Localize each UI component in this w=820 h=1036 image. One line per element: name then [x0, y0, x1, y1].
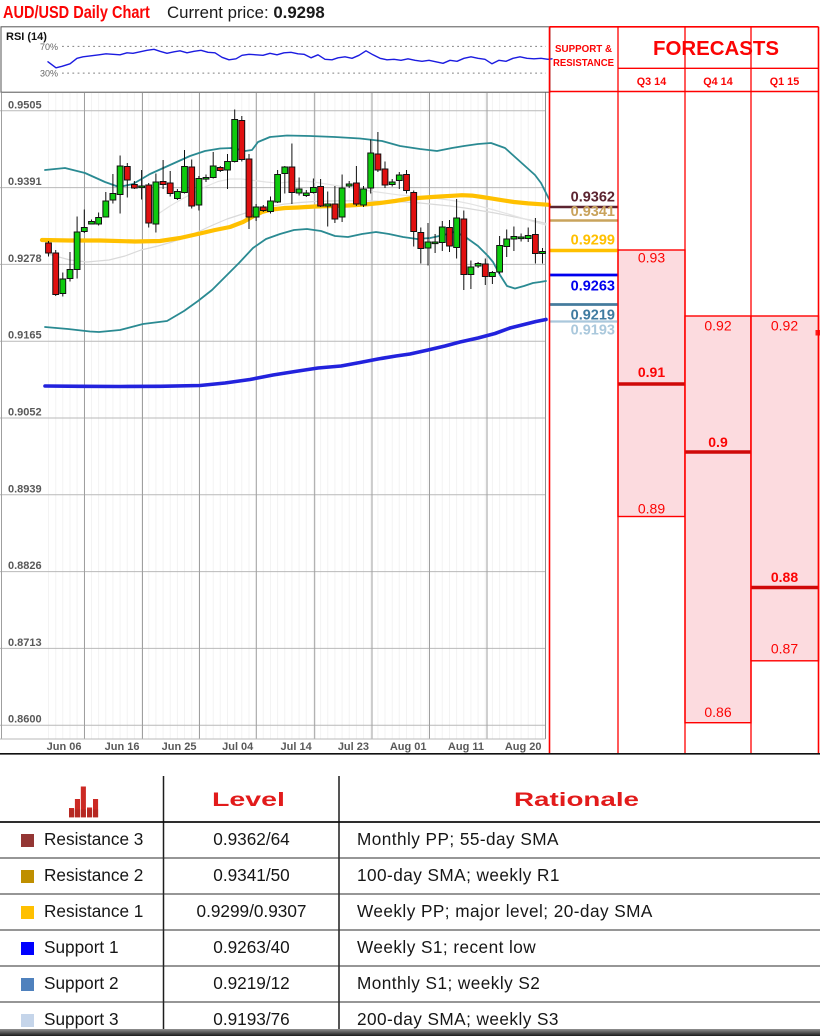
svg-text:Aug 11: Aug 11 [448, 741, 484, 753]
svg-text:0.9391: 0.9391 [8, 176, 42, 188]
svg-text:0.9263: 0.9263 [571, 279, 615, 295]
svg-text:0.9362: 0.9362 [571, 190, 615, 206]
svg-text:Jun 06: Jun 06 [47, 741, 82, 753]
svg-text:Rationale: Rationale [514, 789, 639, 811]
svg-text:0.92: 0.92 [771, 318, 798, 334]
svg-text:Q4 14: Q4 14 [703, 76, 732, 88]
svg-text:30%: 30% [40, 69, 58, 79]
svg-text:RSI (14): RSI (14) [6, 31, 47, 43]
svg-text:0.88: 0.88 [771, 569, 798, 585]
svg-text:0.9299: 0.9299 [571, 233, 615, 249]
svg-text:Jun 25: Jun 25 [162, 741, 197, 753]
svg-text:0.86: 0.86 [704, 704, 731, 720]
svg-text:0.89: 0.89 [638, 501, 665, 517]
svg-text:0.93: 0.93 [638, 250, 665, 266]
svg-text:Level: Level [212, 789, 285, 811]
svg-text:Jul 23: Jul 23 [338, 741, 369, 753]
svg-text:FORECASTS: FORECASTS [653, 37, 779, 60]
svg-text:0.8713: 0.8713 [8, 637, 42, 649]
svg-text:0.8600: 0.8600 [8, 714, 42, 726]
svg-text:0.92: 0.92 [704, 318, 731, 334]
svg-text:0.8826: 0.8826 [8, 560, 42, 572]
svg-text:0.9505: 0.9505 [8, 99, 42, 111]
svg-text:0.9219: 0.9219 [571, 308, 615, 324]
svg-text:0.91: 0.91 [638, 364, 665, 380]
svg-text:0.9165: 0.9165 [8, 330, 42, 342]
svg-text:Q3 14: Q3 14 [637, 76, 666, 88]
svg-text:0.87: 0.87 [771, 641, 798, 657]
svg-text:Aug 01: Aug 01 [390, 741, 427, 753]
svg-text:Q1 15: Q1 15 [770, 76, 799, 88]
svg-text:0.9278: 0.9278 [8, 253, 42, 265]
svg-text:0.9193: 0.9193 [571, 323, 615, 339]
svg-text:Jul 04: Jul 04 [222, 741, 254, 753]
svg-text:SUPPORT &: SUPPORT & [555, 44, 612, 55]
svg-text:0.9052: 0.9052 [8, 407, 42, 419]
svg-text:0.9: 0.9 [708, 434, 728, 450]
svg-text:0.8939: 0.8939 [8, 483, 42, 495]
svg-text:Jun 16: Jun 16 [105, 741, 140, 753]
svg-text:RESISTANCE: RESISTANCE [553, 58, 614, 69]
svg-text:Aug 20: Aug 20 [505, 741, 542, 753]
svg-text:70%: 70% [40, 42, 58, 52]
svg-text:Jul 14: Jul 14 [281, 741, 313, 753]
svg-text:0.9341: 0.9341 [571, 204, 615, 220]
